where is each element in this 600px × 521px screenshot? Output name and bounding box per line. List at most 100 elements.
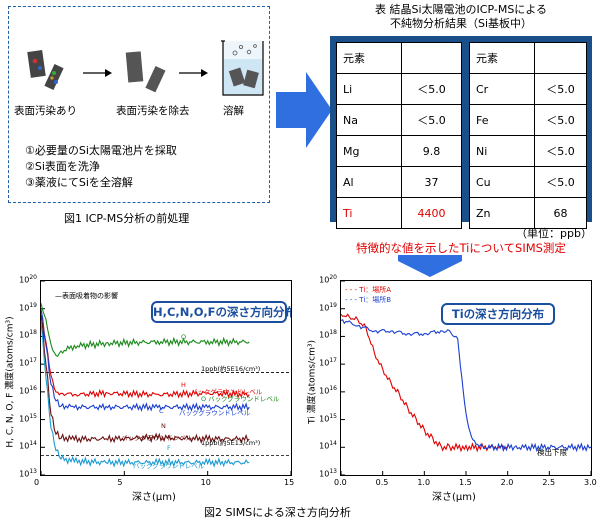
chart-right-y-tick-label: 1013 [319, 468, 337, 479]
chart-right-y-tick-exp: 18 [329, 329, 337, 337]
chart-right-y-tick-label: 1014 [319, 440, 337, 451]
chart-left-y-tick-exp: 16 [29, 384, 37, 392]
chart-left-ylabel-wrap: H, C, N, O, F 濃度(atoms/cm³) [2, 276, 16, 488]
chart-right-y-tick-exp: 14 [329, 440, 337, 448]
chart-left-y-ticks: 1020 1019 1018 1017 1016 1015 1014 1013 [18, 274, 38, 479]
chart-left-y-tick-label: 1017 [19, 357, 37, 368]
table-row-ti: Ti 4400 [336, 197, 462, 229]
chart-right-y-tick-label: 1019 [319, 301, 337, 313]
chart-left-x-ticks: 0 5 10 15 [34, 477, 295, 489]
chart-right-y-tick-label: 1017 [319, 357, 337, 368]
chart-right-y-tick-exp: 20 [329, 274, 337, 281]
wafer-clean-icon [125, 51, 166, 93]
chart-right-y-tick-label: 1018 [319, 329, 337, 341]
tag-c-bg: バックグラウンドレベル [179, 409, 251, 417]
chart-left-title-box: H,C,N,O,Fの深さ方向分布 [151, 301, 291, 323]
annot-1ppb-lower: 1ppb(約5E13/cm³) [201, 439, 261, 447]
chart-right-y-tick-exp: 19 [329, 301, 337, 309]
fig2-caption: 図2 SIMSによる深さ方向分析 [204, 506, 351, 519]
table-right: 元素 Cr ＜5.0 Fe ＜5.0 Ni ＜5.0 Cu ＜5.0 Zn 68 [469, 42, 587, 229]
chart-right-y-tick-exp: 13 [329, 468, 337, 475]
chart-left-y-tick-exp: 13 [29, 468, 37, 475]
chart-right-x-tick-label: 0.0 [334, 478, 347, 487]
chart-left-series-h [41, 309, 250, 399]
table-row: Fe ＜5.0 [469, 104, 587, 136]
fig1-illustration [27, 40, 264, 96]
tag-h: H [181, 381, 186, 389]
chart-right-series-ti-b [341, 319, 591, 453]
chart-left-y-tick-exp: 14 [29, 440, 37, 448]
chart-left-y-tick-label: 1015 [19, 412, 37, 424]
step-1: ①必要量のSi太陽電池片を採取 [25, 144, 177, 157]
chart-left-y-tick-label: 1014 [19, 440, 37, 451]
table-row: Mg 9.8 [336, 135, 462, 167]
chart-right-xlabel: 深さ(μm) [432, 492, 476, 503]
table-unit: （単位：ppb） [516, 227, 592, 240]
arrow-right-icon [83, 69, 112, 77]
chart-left-y-tick-label: 1016 [19, 384, 37, 396]
label-removed: 表面汚染を除去 [116, 105, 190, 117]
chart-left-y-tick-label: 1013 [19, 468, 37, 479]
chart-right-x-ticks: 0.0 0.5 1.0 1.5 2.0 2.5 3.0 [334, 477, 597, 489]
legend-item-b: - - - Ti：場所B [345, 296, 392, 304]
tag-c: C [159, 407, 164, 415]
table-row: Cr ＜5.0 [469, 73, 587, 105]
beaker-icon [221, 40, 264, 96]
chart-left-ylabel: H, C, N, O, F 濃度(atoms/cm³) [5, 316, 16, 448]
table-header-row: 元素 [469, 42, 587, 74]
header-element: 元素 [469, 42, 535, 74]
chart-left-series-f [41, 322, 250, 468]
annot-surface: —表面吸着物の影響 [55, 292, 118, 300]
chart-right-y-tick-label: 1015 [319, 412, 337, 424]
chart-right-legend: - - - Ti：場所A - - - Ti：場所B [345, 285, 391, 305]
chart-left-y-tick-exp: 17 [29, 357, 37, 365]
chart-left-x-tick-label: 15 [284, 478, 295, 487]
chart-left-y-tick-exp: 19 [29, 301, 37, 309]
label-contaminated: 表面汚染あり [14, 105, 77, 117]
fig1-steps: ①必要量のSi太陽電池片を採取 ②Si表面を洗浄 ③薬液にてSiを全溶解 [25, 143, 177, 191]
table-left: 元素 Li ＜5.0 Na ＜5.0 Mg 9.8 Al 37 Ti 4400 [336, 42, 462, 229]
table-row: Cu ＜5.0 [469, 166, 587, 198]
fig1-caption: 図1 ICP-MS分析の前処理 [64, 212, 190, 225]
chart-right-y-tick-exp: 15 [329, 412, 337, 420]
chart-right-x-tick-label: 2.0 [500, 478, 514, 487]
chart-right-y-tick-exp: 16 [329, 384, 337, 392]
table-row: Ni ＜5.0 [469, 135, 587, 167]
tag-n: N [161, 422, 166, 430]
chart-right-y-tick-exp: 17 [329, 357, 337, 365]
arrow-right-icon [179, 69, 208, 77]
chart-right-y-tick-label: 1020 [319, 274, 337, 285]
chart-right-y-tick-label: 1016 [319, 384, 337, 396]
chart-left: H, C, N, O, F 濃度(atoms/cm³) 1020 1019 1018… [0, 274, 300, 503]
chart-left-series-n [41, 314, 250, 445]
chart-right-plot: Tiの深さ方向分布 - - - Ti：場所A - - - Ti：場所B 検出下限 [340, 280, 592, 476]
wafer-contaminated-icon [27, 50, 64, 90]
table-row: Na ＜5.0 [336, 104, 462, 136]
step-2: ②Si表面を洗浄 [25, 160, 100, 173]
chart-left-plot: —表面吸着物の影響 H,C,N,O,Fの深さ方向分布 1ppb(約5E16/cm… [40, 280, 292, 476]
chart-left-x-tick-label: 5 [117, 478, 123, 487]
label-dissolve: 溶解 [223, 105, 244, 117]
chart-right-ylabel-wrap: Ti 濃度(atoms/cm³) [304, 276, 318, 488]
chart-left-y-tick-label: 1018 [19, 329, 37, 341]
chart-left-y-tick-exp: 20 [29, 274, 37, 281]
chart-left-series-c [41, 309, 250, 413]
big-arrow-right-icon [276, 72, 332, 148]
chart-right-y-ticks: 1020 1019 1018 1017 1016 1015 1014 1013 [318, 274, 338, 479]
chart-right-series-ti-a [341, 313, 508, 453]
tag-f: F [167, 444, 171, 452]
table-row: Al 37 [336, 166, 462, 198]
tag-n-bg: バックグラウンドレベル [121, 434, 193, 442]
chart-right-svg [341, 281, 591, 475]
table-row: Li ＜5.0 [336, 73, 462, 105]
chart-right-ylabel: Ti 濃度(atoms/cm³) [307, 340, 318, 424]
legend-item-a: - - - Ti：場所A [345, 286, 392, 294]
tag-o-bg: O バックグラウンドレベル [201, 395, 280, 403]
chart-left-series-o [41, 303, 250, 358]
chart-left-x-tick-label: 10 [200, 478, 211, 487]
chart-right-x-tick-label: 0.5 [375, 478, 389, 487]
tag-h-bg: バックグラウンドレベル [191, 388, 263, 396]
chart-left-x-tick-label: 0 [34, 478, 40, 487]
chart-left-y-tick-label: 1020 [19, 274, 37, 285]
chart-left-y-tick-label: 1019 [19, 301, 37, 313]
